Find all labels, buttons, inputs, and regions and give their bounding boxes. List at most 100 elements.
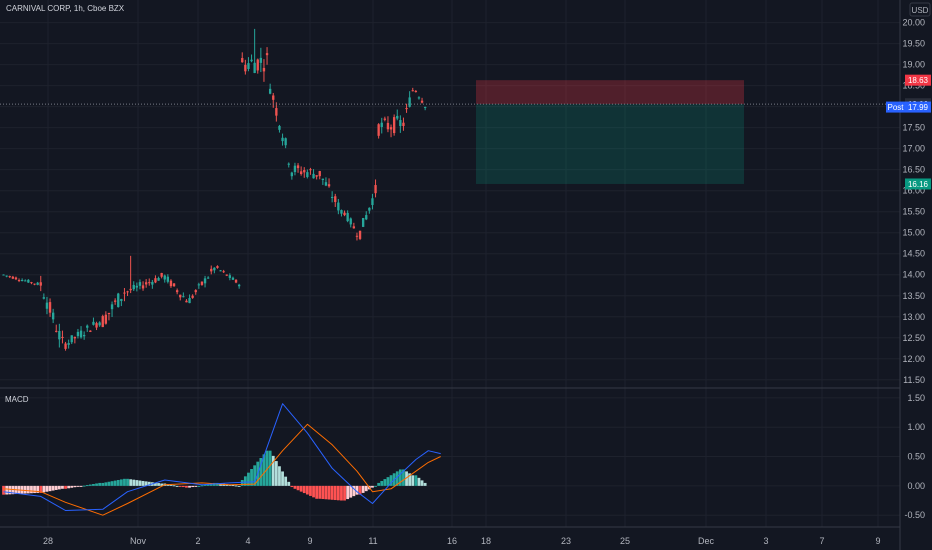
candle xyxy=(39,275,42,292)
candle xyxy=(265,47,269,65)
macd-histogram-bar xyxy=(216,482,219,486)
short-position-tool[interactable] xyxy=(476,80,744,184)
macd-histogram-bar xyxy=(318,485,322,499)
candle xyxy=(225,274,228,277)
macd-histogram-bar xyxy=(327,485,331,500)
macd-histogram-bar xyxy=(57,485,61,490)
macd-histogram-bar xyxy=(321,485,325,500)
macd-histogram-bar xyxy=(209,483,213,486)
macd-histogram-bar xyxy=(110,481,114,486)
macd-histogram-bar xyxy=(281,471,284,486)
candle xyxy=(132,281,135,291)
macd-axis[interactable]: 1.50 1.00 0.50 0.00 -0.50 xyxy=(904,393,925,520)
price-grid xyxy=(0,22,900,381)
macd-histogram-bar xyxy=(284,476,288,486)
macd-histogram-bar xyxy=(119,479,123,486)
candle xyxy=(396,109,399,121)
macd-histogram-bar xyxy=(194,485,198,487)
macd-histogram-bar xyxy=(278,466,281,486)
price-tick-label: 20.00 xyxy=(902,18,925,28)
currency-badge[interactable] xyxy=(909,2,931,17)
candle xyxy=(113,298,117,305)
macd-histogram-bar xyxy=(222,483,226,486)
candle xyxy=(188,294,191,304)
candle xyxy=(104,311,108,325)
price-tag-bg xyxy=(905,101,931,113)
macd-histogram-bar xyxy=(54,485,58,490)
candle xyxy=(154,275,157,284)
time-tick-label: 9 xyxy=(875,536,880,546)
candle xyxy=(234,279,238,284)
macd-histogram-bar xyxy=(364,485,368,492)
macd-histogram-bar xyxy=(48,485,52,492)
candle xyxy=(272,92,275,108)
candle xyxy=(259,47,263,73)
candle xyxy=(268,83,272,95)
candle xyxy=(222,269,225,273)
candle xyxy=(148,278,151,286)
macd-histogram-bar xyxy=(70,485,74,488)
macd-histogram-bar xyxy=(88,484,92,486)
candle xyxy=(30,281,33,285)
take-profit-zone[interactable] xyxy=(476,104,744,184)
candle xyxy=(312,169,315,179)
macd-histogram-bar xyxy=(253,465,257,486)
macd-histogram-bar xyxy=(107,481,111,486)
stop-loss-zone[interactable] xyxy=(476,80,744,105)
macd-histogram-bar xyxy=(374,485,377,487)
price-tick-label: 16.00 xyxy=(902,186,925,196)
candlestick-series xyxy=(2,28,427,351)
price-tick-label: 19.50 xyxy=(902,39,925,49)
candle xyxy=(203,275,207,288)
price-tick-label: 12.50 xyxy=(902,333,925,343)
macd-histogram-bar xyxy=(101,482,105,486)
macd-histogram-bar xyxy=(8,485,12,495)
macd-histogram-bar xyxy=(116,480,120,486)
price-tick-label: 17.50 xyxy=(902,123,925,133)
candle xyxy=(228,273,232,281)
candle xyxy=(144,279,148,288)
candle xyxy=(247,57,250,72)
macd-histogram-bar xyxy=(271,455,275,486)
price-tag-bg xyxy=(905,74,931,86)
macd-histogram-bar xyxy=(147,481,151,486)
macd-histogram-bar xyxy=(45,485,49,492)
price-tick-label: 16.50 xyxy=(902,165,925,175)
candle xyxy=(219,270,222,272)
macd-histogram-bar xyxy=(265,450,269,486)
time-tick-label: Dec xyxy=(698,536,715,546)
macd-histogram-bar xyxy=(228,484,232,486)
macd-histogram-bar xyxy=(371,485,374,488)
time-tick-label: 18 xyxy=(481,536,491,546)
macd-title[interactable]: MACD xyxy=(5,395,29,404)
symbol-title[interactable]: CARNIVAL CORP, 1h, Cboe BZX xyxy=(6,4,125,13)
macd-histogram-bar xyxy=(386,477,390,486)
candle xyxy=(324,177,328,187)
macd-histogram-bar xyxy=(26,485,30,494)
candle xyxy=(340,209,343,217)
macd-histogram-bar xyxy=(405,471,408,486)
candle xyxy=(160,272,163,279)
macd-histogram-bar xyxy=(398,469,402,486)
candle xyxy=(24,279,27,282)
macd-histogram-bar xyxy=(154,482,157,486)
macd-histogram-bar xyxy=(299,485,303,492)
macd-histogram-bar xyxy=(98,482,102,486)
macd-histogram-bar xyxy=(420,480,424,486)
candle xyxy=(241,52,244,63)
macd-histogram-bar xyxy=(296,485,300,491)
candle xyxy=(365,211,368,221)
candle xyxy=(327,178,331,188)
time-tick-label: 2 xyxy=(195,536,200,546)
candle xyxy=(48,298,52,317)
macd-histogram-bar xyxy=(181,485,185,488)
candle xyxy=(8,275,11,279)
candle xyxy=(55,324,58,333)
macd-histogram-bar xyxy=(172,485,176,487)
macd-histogram-bar xyxy=(67,485,71,489)
time-axis[interactable]: 28 Nov 2 4 9 11 16 18 23 25 Dec 3 7 9 xyxy=(43,536,881,546)
macd-histogram-bar xyxy=(33,485,36,494)
macd-histogram-bar xyxy=(417,477,421,486)
candle xyxy=(386,116,390,133)
